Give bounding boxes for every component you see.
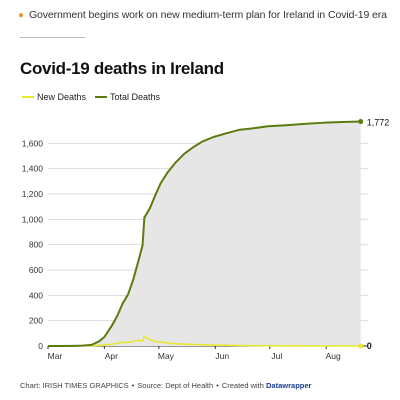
- end-label-total-deaths: 1,772: [367, 118, 390, 128]
- divider: [20, 37, 85, 38]
- footer-separator: •: [216, 381, 219, 390]
- chart-credit: Chart: IRISH TIMES GRAPHICS: [20, 381, 129, 390]
- legend-item-total-deaths: Total Deaths: [95, 92, 160, 102]
- y-tick-label: 400: [29, 290, 43, 300]
- end-marker-new-deaths: [358, 343, 364, 349]
- related-article-link[interactable]: ● Government begins work on new medium-te…: [18, 9, 387, 21]
- y-tick-label: 1,200: [22, 189, 44, 199]
- legend-label-new-deaths: New Deaths: [37, 92, 87, 102]
- created-with-text: Created with: [221, 381, 264, 390]
- x-tick-label: Jul: [271, 351, 282, 361]
- x-tick-label: Aug: [326, 351, 341, 361]
- y-tick-label: 1,000: [22, 214, 44, 224]
- chart-footer: Chart: IRISH TIMES GRAPHICS • Source: Dept…: [20, 381, 311, 390]
- datawrapper-link[interactable]: Datawrapper: [266, 381, 312, 390]
- y-tick-label: 200: [29, 316, 43, 326]
- x-tick-label: Mar: [48, 351, 63, 361]
- legend-swatch-total-deaths: [95, 96, 108, 98]
- y-tick-label: 800: [29, 240, 43, 250]
- y-tick-label: 0: [38, 341, 43, 351]
- series-line-new-deaths: [48, 335, 361, 347]
- x-tick-label: Jun: [215, 351, 229, 361]
- legend-label-total-deaths: Total Deaths: [110, 92, 161, 102]
- end-marker-total-deaths: [358, 119, 364, 125]
- bullet-icon: ●: [18, 10, 24, 21]
- legend-item-new-deaths: New Deaths: [22, 92, 86, 102]
- chart-legend: New Deaths Total Deaths: [22, 92, 169, 102]
- y-tick-label: 1,400: [22, 164, 44, 174]
- y-tick-label: 600: [29, 265, 43, 275]
- legend-swatch-new-deaths: [22, 96, 34, 98]
- footer-separator: •: [131, 381, 135, 390]
- x-tick-label: May: [158, 351, 175, 361]
- chart-source: Source: Dept of Health: [137, 381, 214, 390]
- end-label-new-deaths: 0: [367, 341, 372, 351]
- x-tick-label: Apr: [105, 351, 118, 361]
- series-line-total-deaths: [48, 120, 361, 347]
- total-deaths-area: [48, 121, 361, 347]
- y-tick-label: 1,600: [22, 138, 44, 148]
- chart-title: Covid-19 deaths in Ireland: [20, 59, 224, 78]
- related-article-text[interactable]: Government begins work on new medium-ter…: [28, 9, 387, 21]
